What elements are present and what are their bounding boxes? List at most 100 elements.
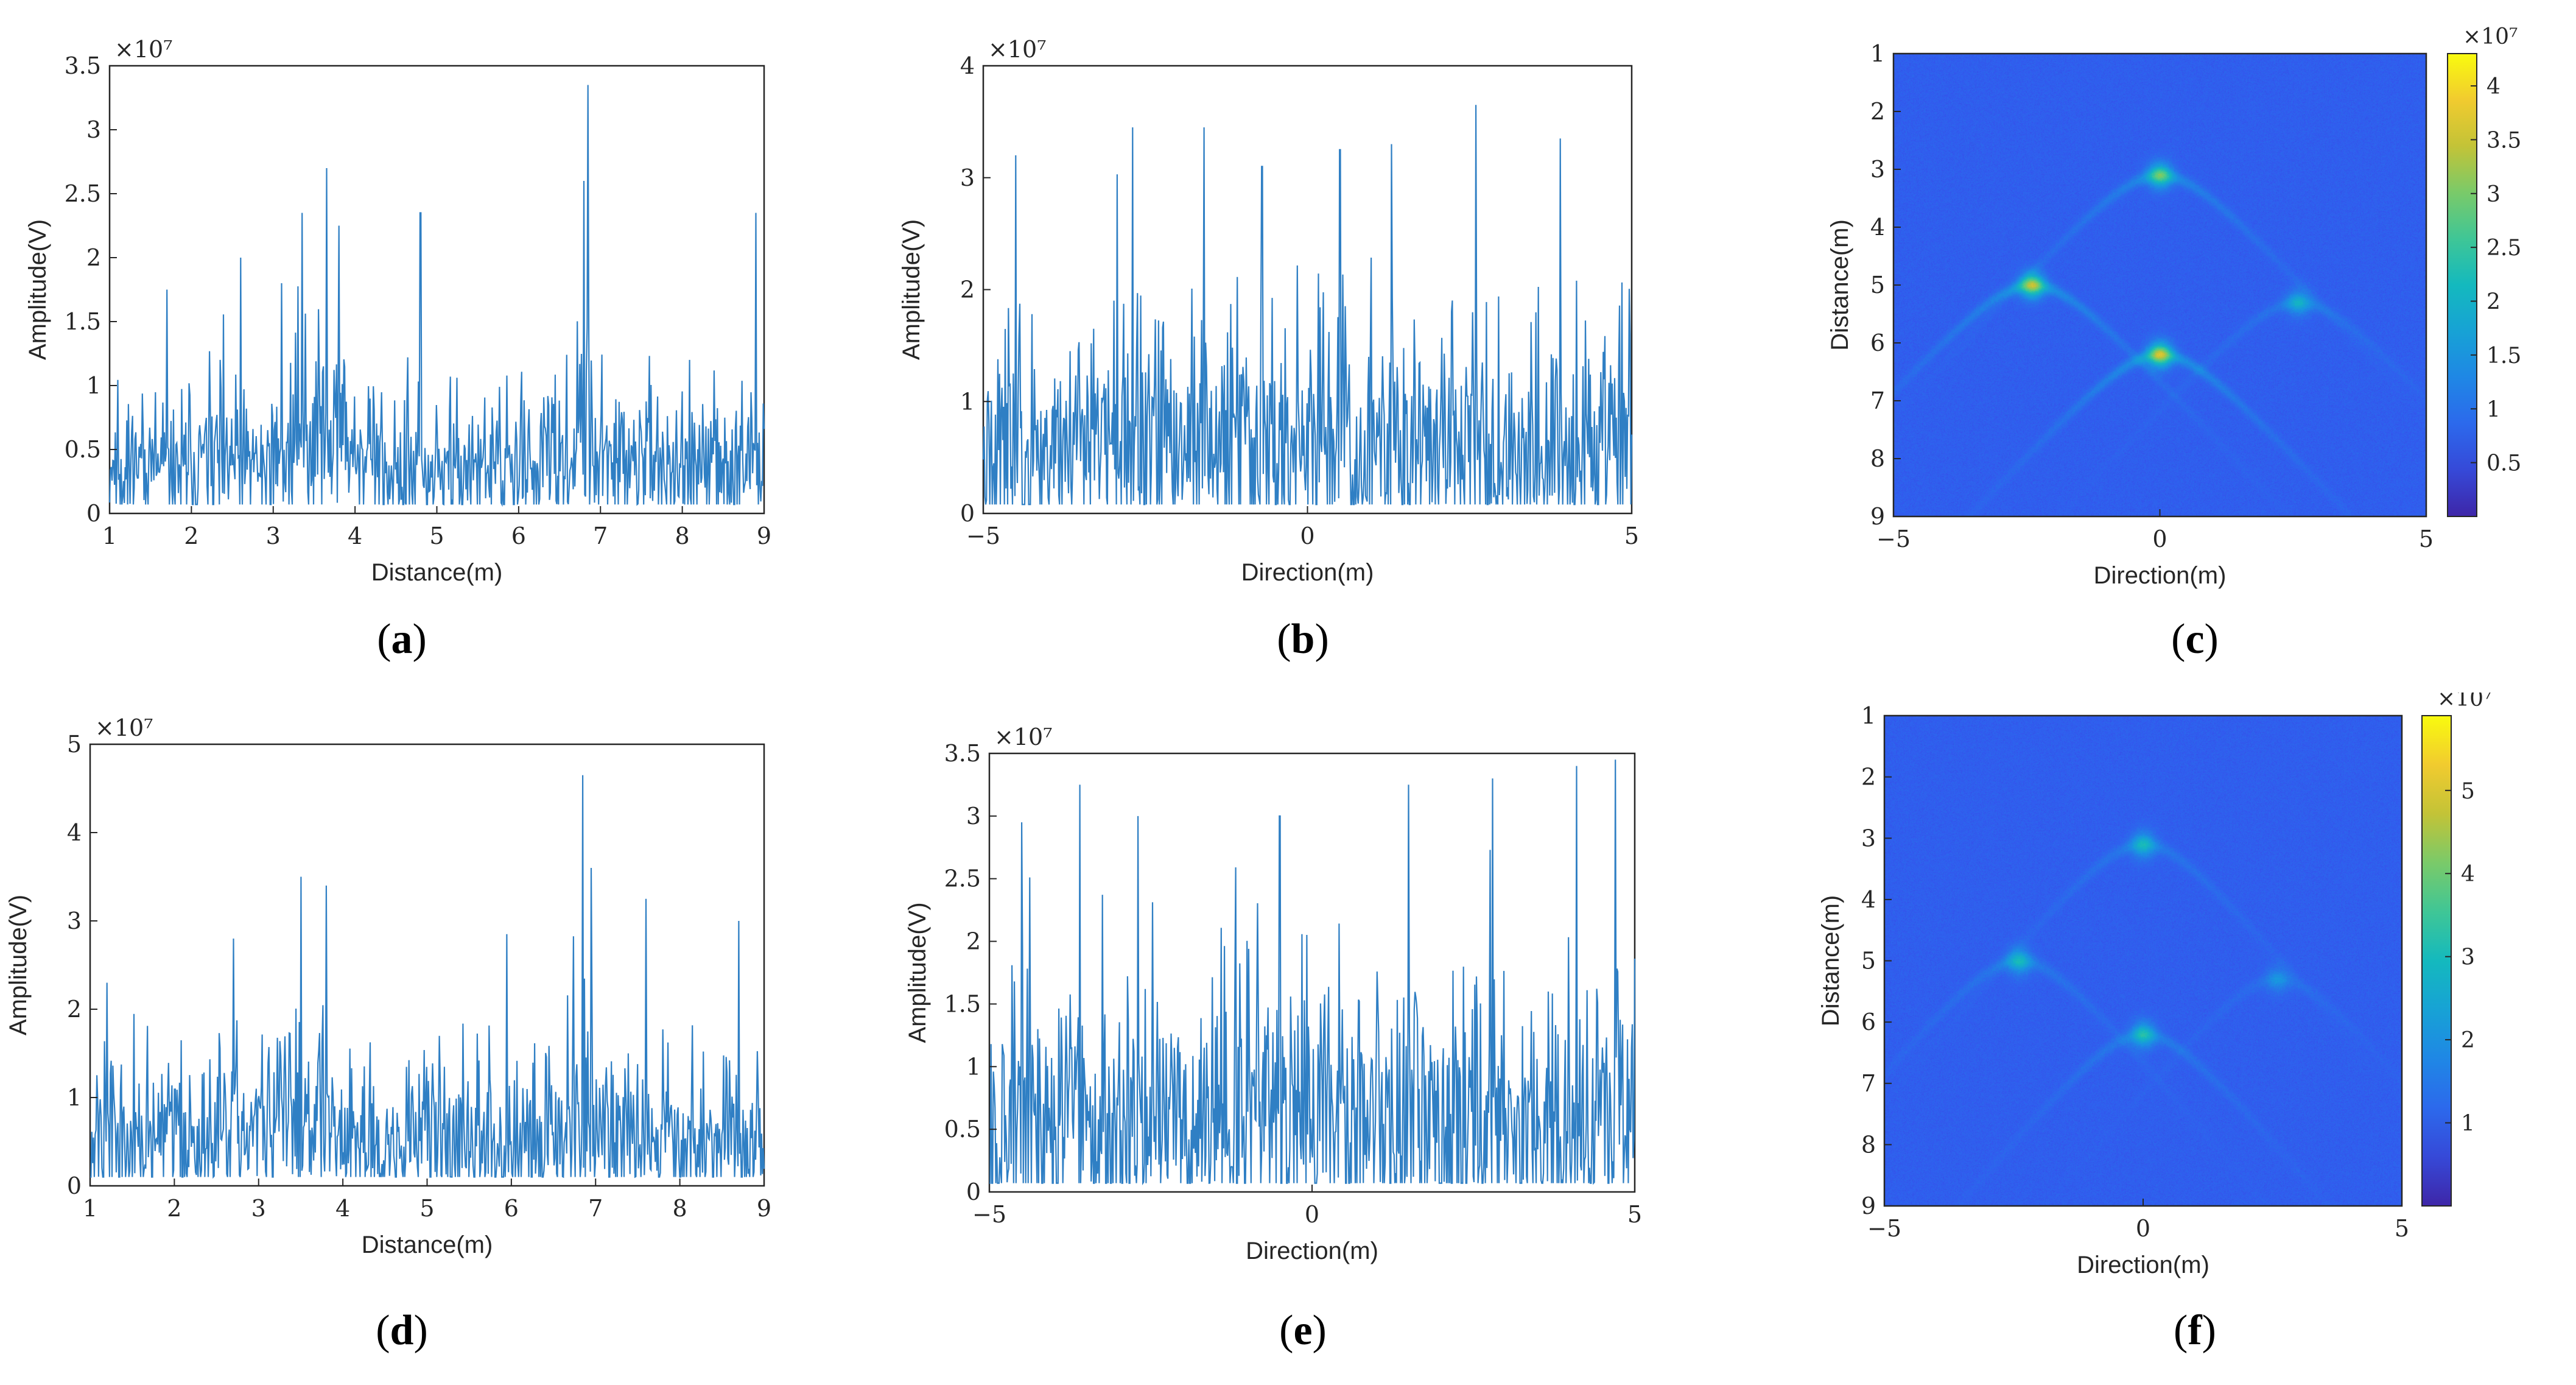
y-tick-label: 2 <box>960 277 975 303</box>
colorbar-tick-label: 1 <box>2461 1112 2475 1137</box>
colorbar-tick-label: 2 <box>2487 290 2501 315</box>
y-tick-label: 0.5 <box>65 436 101 463</box>
y-tick-label: 5 <box>1870 272 1885 298</box>
chart-a: 1 2 3 4 5 6 7 8 9 0 0.5 1 1.5 2 2.5 3 3.5 Distance(m) Ampl… <box>24 36 771 586</box>
y-tick-label: 3 <box>1861 825 1876 851</box>
caption-f: (f) <box>2174 1307 2216 1354</box>
y-tick-label: 2.5 <box>65 180 101 207</box>
x-tick-label: 0 <box>2152 526 2167 552</box>
y-tick-label: 9 <box>1861 1193 1876 1219</box>
x-tick-label: 5 <box>1627 1201 1642 1228</box>
x-axis-label: Distance(m) <box>371 559 503 586</box>
y-axis-label: Amplitude(V) <box>904 902 931 1043</box>
y-axis-label: Amplitude(V) <box>5 895 32 1035</box>
panel-e: −5 0 5 0 0.5 1 1.5 2 2.5 3 3.5 Direction(m) Amplitud… <box>858 692 1717 1302</box>
y-tick-label: 1 <box>86 372 101 399</box>
y-exponent-label: ×10⁷ <box>114 36 172 63</box>
y-tick-label: 3.5 <box>65 52 101 79</box>
x-tick-label: 5 <box>2395 1215 2409 1242</box>
series-line-amplitude <box>90 775 765 1179</box>
x-tick-label: 5 <box>419 1195 434 1222</box>
colorbar <box>2421 715 2452 1207</box>
x-axis-label: Direction(m) <box>1246 1238 1378 1264</box>
colorbar-tick-label: 2.5 <box>2487 236 2521 261</box>
caption-a: (a) <box>377 616 427 663</box>
chart-d: 1 2 3 4 5 6 7 8 9012345Distance(m)Amplitude(V)×1… <box>5 714 771 1258</box>
x-tick-label: 0 <box>1305 1201 1319 1228</box>
x-tick-label: 5 <box>429 523 444 549</box>
y-exponent-label: ×10⁷ <box>994 724 1052 750</box>
y-tick-label: 1 <box>1861 702 1876 729</box>
colorbar-tick-label: 3.5 <box>2487 128 2521 153</box>
x-tick-label: 9 <box>757 1195 771 1222</box>
y-tick-label: 2 <box>1870 98 1885 125</box>
x-tick-label: 0 <box>2136 1215 2150 1242</box>
y-tick-label: 3.5 <box>944 740 981 767</box>
x-tick-label: 6 <box>511 523 526 549</box>
y-tick-label: 8 <box>1870 445 1885 472</box>
panel-d: 1 2 3 4 5 6 7 8 9 0 1 2 3 4 5 Distance(m) Amplitude(V) ×1… <box>0 692 858 1302</box>
x-tick-label: −5 <box>966 523 1000 549</box>
y-axis-label: Distance(m) <box>1827 219 1853 351</box>
y-tick-label: 2 <box>966 928 981 955</box>
y-exponent-label: ×10⁷ <box>988 36 1046 63</box>
y-tick-label: 4 <box>1861 886 1876 913</box>
y-tick-label: 1.5 <box>944 990 981 1017</box>
colorbar-exponent-label: ×10⁷ <box>2437 692 2492 711</box>
x-tick-label: 2 <box>184 523 198 549</box>
x-tick-label: 4 <box>335 1195 350 1222</box>
x-tick-label: 9 <box>757 523 771 549</box>
series-line-amplitude <box>989 759 1636 1186</box>
y-tick-label: 1 <box>1870 40 1885 67</box>
y-tick-label: 1.5 <box>65 308 101 335</box>
y-tick-label: 7 <box>1870 387 1885 414</box>
y-tick-label: 8 <box>1861 1131 1876 1158</box>
caption-e: (e) <box>1279 1307 1327 1354</box>
y-tick-label: 0 <box>966 1179 981 1205</box>
y-axis-label: Distance(m) <box>1817 895 1844 1027</box>
x-tick-label: 3 <box>266 523 281 549</box>
x-axis-label: Direction(m) <box>2077 1252 2209 1278</box>
x-tick-label: 7 <box>593 523 608 549</box>
y-axis-label: Amplitude(V) <box>898 219 925 360</box>
y-tick-label: 0 <box>67 1172 82 1199</box>
y-tick-label: 3 <box>67 907 82 934</box>
colorbar-tick-label: 1.5 <box>2487 344 2521 368</box>
x-axis-label: Direction(m) <box>1241 559 1374 586</box>
colorbar-tick-label: 0.5 <box>2487 451 2521 476</box>
x-tick-label: 8 <box>673 1195 687 1222</box>
y-tick-label: 1 <box>960 388 975 415</box>
y-tick-label: 2 <box>1861 764 1876 791</box>
colorbar-tick-label: 2 <box>2461 1028 2475 1053</box>
y-tick-label: 5 <box>1861 948 1876 974</box>
x-tick-label: −5 <box>1876 526 1911 552</box>
panel-a: 1 2 3 4 5 6 7 8 9 0 0.5 1 1.5 2 2.5 3 3.5 Distance(m) Ampl… <box>0 0 858 609</box>
colorbar <box>2447 53 2477 517</box>
colorbar-tick-label: 3 <box>2487 182 2501 207</box>
x-tick-label: 4 <box>348 523 362 549</box>
y-tick-label: 4 <box>1870 214 1885 241</box>
x-tick-label: 5 <box>2419 526 2434 552</box>
x-tick-label: 5 <box>1624 523 1639 549</box>
x-tick-label: −5 <box>1867 1215 1901 1242</box>
y-exponent-label: ×10⁷ <box>95 714 153 741</box>
colorbar-exponent-label: ×10⁷ <box>2463 24 2518 49</box>
series-line-amplitude <box>108 85 765 507</box>
colorbar-tick-label: 1 <box>2487 397 2501 422</box>
x-tick-label: −5 <box>972 1201 1006 1228</box>
y-axis-label: Amplitude(V) <box>24 219 51 360</box>
colorbar-tick-label: 4 <box>2461 862 2475 887</box>
caption-b: (b) <box>1277 616 1329 663</box>
panel-b: −5 0 5 0 1 2 3 4 Direction(m) Amplitude(V) ×10⁷ <box>858 0 1717 609</box>
y-tick-label: 1 <box>966 1053 981 1080</box>
heatmap-image <box>1884 716 2402 1206</box>
x-axis-label: Direction(m) <box>2094 562 2227 589</box>
x-tick-label: 8 <box>675 523 690 549</box>
plot-frame <box>1892 52 2427 518</box>
y-tick-label: 1 <box>67 1084 82 1111</box>
heatmap-image <box>1893 54 2426 516</box>
y-tick-label: 9 <box>1870 503 1885 530</box>
y-tick-label: 4 <box>67 819 82 846</box>
y-tick-label: 0 <box>960 500 975 527</box>
x-axis-label: Distance(m) <box>362 1232 493 1258</box>
